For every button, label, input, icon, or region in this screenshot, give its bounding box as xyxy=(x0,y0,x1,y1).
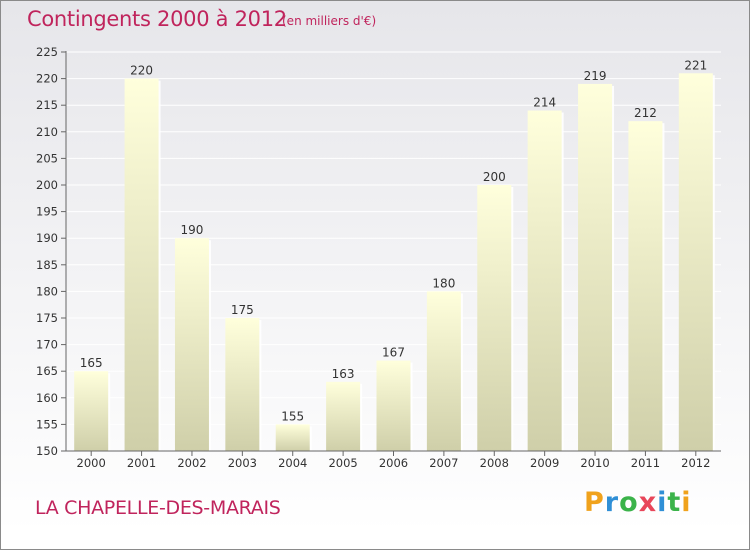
bar-value-label: 165 xyxy=(80,356,103,370)
bar-value-label: 219 xyxy=(584,69,607,83)
y-tick-label: 215 xyxy=(36,98,58,112)
bar xyxy=(578,83,613,452)
bar xyxy=(477,185,512,451)
bar xyxy=(678,73,713,451)
x-tick-label: 2007 xyxy=(429,456,458,470)
bar xyxy=(628,121,663,451)
y-tick-label: 155 xyxy=(36,417,58,431)
bar xyxy=(225,318,260,451)
logo-letter: t xyxy=(667,487,682,518)
bar xyxy=(74,371,109,451)
x-tick-label: 2008 xyxy=(480,456,509,470)
x-tick-label: 2000 xyxy=(77,456,106,470)
y-tick-label: 170 xyxy=(36,338,58,352)
bar-value-label: 155 xyxy=(281,409,304,423)
y-tick-label: 200 xyxy=(36,178,58,192)
x-tick-label: 2003 xyxy=(228,456,257,470)
y-tick-label: 185 xyxy=(36,258,58,272)
x-tick-label: 2002 xyxy=(177,456,206,470)
x-tick-label: 2009 xyxy=(530,456,559,470)
x-tick-label: 2012 xyxy=(681,456,710,470)
x-tick-label: 2010 xyxy=(580,456,609,470)
y-tick-label: 160 xyxy=(36,391,58,405)
y-tick-label: 205 xyxy=(36,151,58,165)
chart-title: Contingents 2000 à 2012 xyxy=(27,7,287,31)
y-tick-label: 225 xyxy=(36,45,58,59)
bar-value-label: 221 xyxy=(684,58,707,72)
bar xyxy=(124,78,159,451)
x-tick-label: 2011 xyxy=(631,456,660,470)
logo-letter: o xyxy=(619,487,639,518)
bar-value-label: 212 xyxy=(634,106,657,120)
proxiti-logo: Proxiti xyxy=(584,487,692,518)
y-tick-label: 190 xyxy=(36,231,58,245)
axes: 150 155 160 165 170 175 180 185 190 195 200 205 210 2… xyxy=(36,45,721,470)
chart-unit: (en milliers d'€) xyxy=(282,14,377,28)
bar xyxy=(275,424,310,451)
bar-value-label: 200 xyxy=(483,170,506,184)
commune-name: LA CHAPELLE-DES-MARAIS xyxy=(35,497,281,519)
bar-value-label: 167 xyxy=(382,346,405,360)
bar-value-label: 190 xyxy=(181,223,204,237)
y-tick-label: 195 xyxy=(36,205,58,219)
bars: 165 220 190 175 155 163 167 180 200 214 219 212 221 xyxy=(74,58,715,452)
x-tick-label: 2004 xyxy=(278,456,307,470)
logo-letter: P xyxy=(584,487,605,518)
bar xyxy=(426,291,461,451)
y-tick-label: 150 xyxy=(36,444,58,458)
logo-letter: r xyxy=(604,487,620,518)
bar-value-label: 180 xyxy=(432,276,455,290)
y-tick-label: 175 xyxy=(36,311,58,325)
bar-value-label: 214 xyxy=(533,96,556,110)
logo-letter: x xyxy=(638,487,658,518)
y-tick-label: 165 xyxy=(36,364,58,378)
y-tick-label: 180 xyxy=(36,284,58,298)
bar xyxy=(527,110,562,452)
x-tick-label: 2001 xyxy=(127,456,156,470)
bar xyxy=(174,238,209,451)
x-tick-label: 2005 xyxy=(328,456,357,470)
bar-value-label: 220 xyxy=(130,64,153,78)
logo-letter: i xyxy=(681,487,692,518)
logo-letter: i xyxy=(657,487,668,518)
y-tick-label: 220 xyxy=(36,72,58,86)
bar xyxy=(326,381,361,451)
x-tick-label: 2006 xyxy=(379,456,408,470)
bar-value-label: 175 xyxy=(231,303,254,317)
y-tick-label: 210 xyxy=(36,125,58,139)
bar xyxy=(376,360,411,451)
bar-value-label: 163 xyxy=(332,367,355,381)
